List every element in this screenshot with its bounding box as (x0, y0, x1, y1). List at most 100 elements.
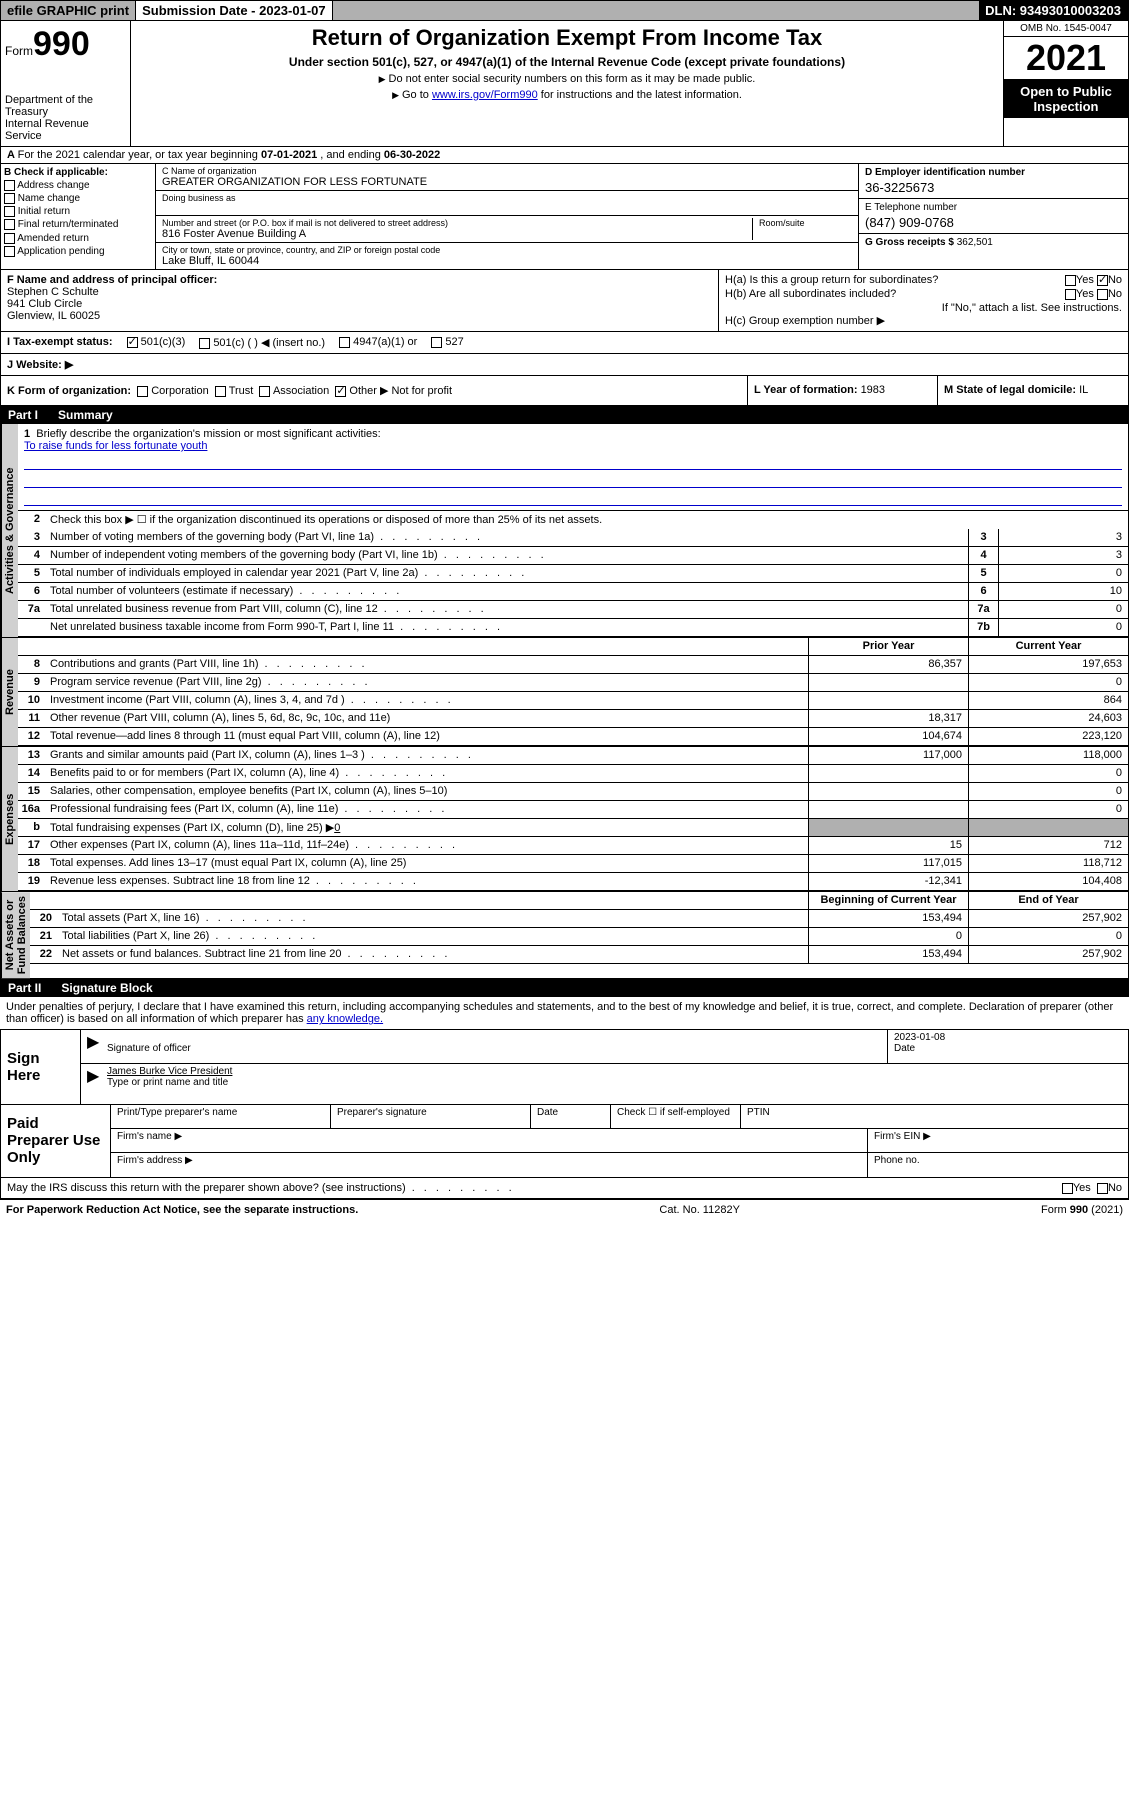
l-year: L Year of formation: 1983 (748, 376, 938, 405)
prep-ptin: PTIN (741, 1105, 1128, 1128)
row-k: K Form of organization: Corporation Trus… (0, 376, 1129, 406)
line-10: 10Investment income (Part VIII, column (… (18, 692, 1128, 710)
cb-address-change[interactable]: Address change (4, 180, 152, 191)
cb-name-change[interactable]: Name change (4, 193, 152, 204)
cat-no: Cat. No. 11282Y (659, 1204, 740, 1216)
cb-app-pending[interactable]: Application pending (4, 246, 152, 257)
k-form-org: K Form of organization: Corporation Trus… (1, 376, 748, 405)
status-label: I Tax-exempt status: (7, 336, 113, 349)
vert-governance: Activities & Governance (1, 424, 18, 637)
section-governance: Activities & Governance 1 Briefly descri… (0, 424, 1129, 638)
col-h-group: H(a) Is this a group return for subordin… (718, 270, 1128, 331)
cb-4947[interactable]: 4947(a)(1) or (339, 336, 417, 349)
col-c-org: C Name of organizationGREATER ORGANIZATI… (156, 164, 858, 269)
col-b-checkboxes: B Check if applicable: Address change Na… (1, 164, 156, 269)
form-header: Form990 Department of the Treasury Inter… (0, 21, 1129, 147)
part2-header: Part IISignature Block (0, 979, 1129, 997)
omb-number: OMB No. 1545-0047 (1004, 21, 1128, 37)
section-fh: F Name and address of principal officer:… (0, 270, 1129, 332)
prep-name: Print/Type preparer's name (111, 1105, 331, 1128)
paid-preparer-block: Paid Preparer Use Only Print/Type prepar… (0, 1105, 1129, 1178)
line-15: 15Salaries, other compensation, employee… (18, 783, 1128, 801)
line-4: 4Number of independent voting members of… (18, 547, 1128, 565)
col-b-label: B Check if applicable: (4, 167, 108, 178)
line-17: 17Other expenses (Part IX, column (A), l… (18, 837, 1128, 855)
cb-527[interactable]: 527 (431, 336, 463, 349)
line-2: 2Check this box ▶ ☐ if the organization … (18, 511, 1128, 529)
line-11: 11Other revenue (Part VIII, column (A), … (18, 710, 1128, 728)
section-revenue: Revenue Prior YearCurrent Year 8Contribu… (0, 638, 1129, 747)
sign-here-block: Sign Here ▶ Signature of officer 2023-01… (0, 1029, 1129, 1105)
cb-501c[interactable]: 501(c) ( ) ◀ (insert no.) (199, 336, 325, 349)
line-22: 22Net assets or fund balances. Subtract … (30, 946, 1128, 964)
header-left: Form990 Department of the Treasury Inter… (1, 21, 131, 146)
section-net-assets: Net Assets or Fund Balances Beginning of… (0, 892, 1129, 979)
sig-date: 2023-01-08Date (888, 1030, 1128, 1063)
page-footer: For Paperwork Reduction Act Notice, see … (0, 1199, 1129, 1220)
line-12: 12Total revenue—add lines 8 through 11 (… (18, 728, 1128, 746)
hc-row: H(c) Group exemption number ▶ (725, 314, 1122, 327)
note-ssn: Do not enter social security numbers on … (135, 73, 999, 85)
efile-label[interactable]: efile GRAPHIC print (1, 1, 136, 20)
m-state: M State of legal domicile: IL (938, 376, 1128, 405)
line-19: 19Revenue less expenses. Subtract line 1… (18, 873, 1128, 891)
line-5: 5Total number of individuals employed in… (18, 565, 1128, 583)
line-14: 14Benefits paid to or for members (Part … (18, 765, 1128, 783)
prep-sig: Preparer's signature (331, 1105, 531, 1128)
section-expenses: Expenses 13Grants and similar amounts pa… (0, 747, 1129, 892)
form-number: Form990 (5, 25, 126, 64)
line-7a: 7aTotal unrelated business revenue from … (18, 601, 1128, 619)
ha-row: H(a) Is this a group return for subordin… (725, 274, 1122, 286)
note-link: Go to www.irs.gov/Form990 for instructio… (135, 89, 999, 101)
spacer (333, 9, 980, 13)
open-inspection: Open to Public Inspection (1004, 80, 1128, 118)
line-21: 21Total liabilities (Part X, line 26)00 (30, 928, 1128, 946)
form-ref: Form 990 (2021) (1041, 1204, 1123, 1216)
ein-field: D Employer identification number36-32256… (859, 164, 1128, 199)
col-d: D Employer identification number36-32256… (858, 164, 1128, 269)
line-13: 13Grants and similar amounts paid (Part … (18, 747, 1128, 765)
mission-text[interactable]: To raise funds for less fortunate youth (24, 440, 207, 452)
line-8: 8Contributions and grants (Part VIII, li… (18, 656, 1128, 674)
line-16b: bTotal fundraising expenses (Part IX, co… (18, 819, 1128, 837)
part1-header: Part ISummary (0, 406, 1129, 424)
arrow-icon: ▶ (81, 1064, 101, 1098)
paperwork-notice: For Paperwork Reduction Act Notice, see … (6, 1204, 358, 1216)
dln: DLN: 93493010003203 (979, 1, 1128, 20)
header-mid: Return of Organization Exempt From Incom… (131, 21, 1003, 146)
vert-net-assets: Net Assets or Fund Balances (1, 892, 30, 978)
line-6: 6Total number of volunteers (estimate if… (18, 583, 1128, 601)
dba-field: Doing business as (156, 191, 858, 216)
officer-signature: Signature of officer (101, 1030, 888, 1063)
firm-address: Firm's address ▶ (111, 1153, 868, 1177)
paid-preparer-label: Paid Preparer Use Only (1, 1105, 111, 1177)
knowledge-link[interactable]: any knowledge. (307, 1013, 383, 1025)
cb-initial-return[interactable]: Initial return (4, 206, 152, 217)
street-field: Number and street (or P.O. box if mail i… (156, 216, 858, 243)
section-bc: B Check if applicable: Address change Na… (0, 164, 1129, 270)
vert-expenses: Expenses (1, 747, 18, 891)
declaration-text: Under penalties of perjury, I declare th… (0, 997, 1129, 1029)
prep-check: Check ☐ if self-employed (611, 1105, 741, 1128)
line-1-mission: 1 Briefly describe the organization's mi… (18, 424, 1128, 511)
top-bar: efile GRAPHIC print Submission Date - 20… (0, 0, 1129, 21)
sign-here-label: Sign Here (1, 1030, 81, 1104)
row-a-period: A For the 2021 calendar year, or tax yea… (0, 147, 1129, 164)
discuss-yes-no[interactable]: Yes No (1062, 1182, 1122, 1194)
discuss-row: May the IRS discuss this return with the… (0, 1178, 1129, 1199)
irs-link[interactable]: www.irs.gov/Form990 (432, 89, 538, 101)
line-16a: 16aProfessional fundraising fees (Part I… (18, 801, 1128, 819)
cb-final-return[interactable]: Final return/terminated (4, 219, 152, 230)
hb-row: H(b) Are all subordinates included?Yes N… (725, 288, 1122, 300)
firm-phone: Phone no. (868, 1153, 1128, 1177)
submission-date: Submission Date - 2023-01-07 (136, 1, 333, 20)
row-j-website: J Website: ▶ (0, 354, 1129, 376)
city-field: City or town, state or province, country… (156, 243, 858, 269)
arrow-icon: ▶ (81, 1030, 101, 1063)
col-f-officer: F Name and address of principal officer:… (1, 270, 718, 331)
row-i-status: I Tax-exempt status: 501(c)(3) 501(c) ( … (0, 332, 1129, 354)
firm-ein: Firm's EIN ▶ (868, 1129, 1128, 1152)
cb-501c3[interactable]: 501(c)(3) (127, 336, 186, 349)
cb-amended[interactable]: Amended return (4, 233, 152, 244)
line-3: 3Number of voting members of the governi… (18, 529, 1128, 547)
